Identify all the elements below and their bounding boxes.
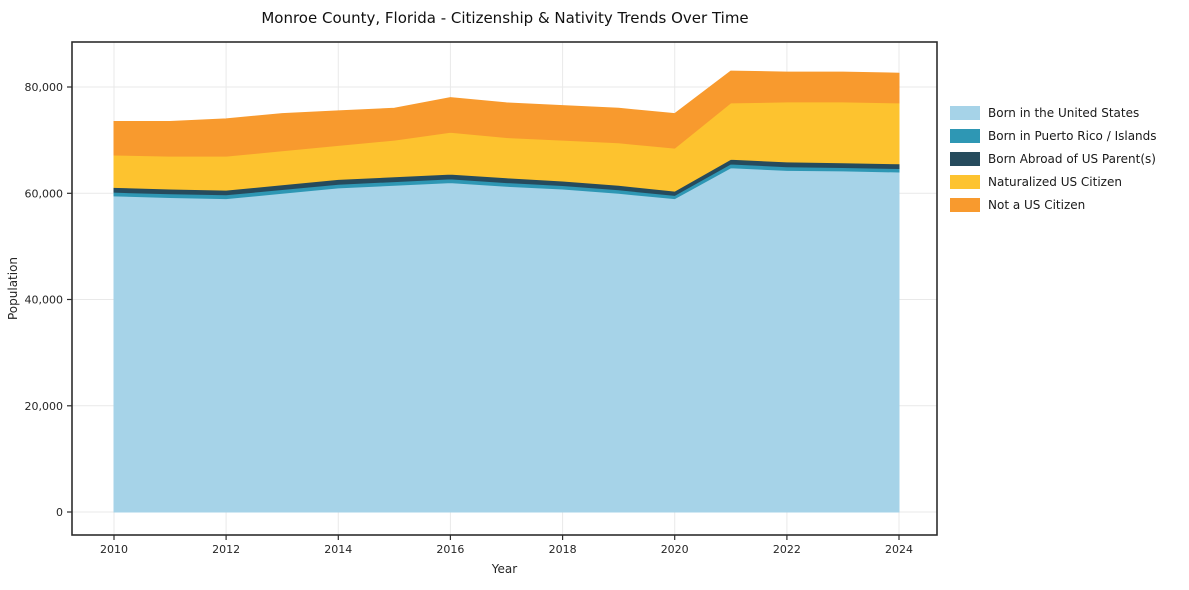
y-tick-label: 60,000	[25, 187, 64, 200]
x-tick-label: 2018	[549, 543, 577, 556]
legend-item: Born in Puerto Rico / Islands	[950, 129, 1157, 143]
legend-swatch-born-pr	[950, 129, 980, 143]
legend: Born in the United States Born in Puerto…	[950, 106, 1157, 212]
x-tick-label: 2012	[212, 543, 240, 556]
x-tick-label: 2010	[100, 543, 128, 556]
y-tick-label: 20,000	[25, 400, 64, 413]
legend-item: Born in the United States	[950, 106, 1157, 120]
legend-label: Born in the United States	[988, 106, 1140, 120]
legend-label: Born Abroad of US Parent(s)	[988, 152, 1156, 166]
y-axis-label: Population	[6, 257, 20, 320]
legend-item: Not a US Citizen	[950, 198, 1157, 212]
x-tick-label: 2014	[324, 543, 352, 556]
x-axis-label: Year	[491, 562, 517, 576]
legend-label: Not a US Citizen	[988, 198, 1086, 212]
legend-item: Naturalized US Citizen	[950, 175, 1157, 189]
y-tick-label: 0	[56, 506, 63, 519]
legend-label: Naturalized US Citizen	[988, 175, 1122, 189]
chart-title: Monroe County, Florida - Citizenship & N…	[261, 9, 749, 27]
x-tick-label: 2016	[436, 543, 464, 556]
area-series-0	[113, 167, 900, 513]
legend-label: Born in Puerto Rico / Islands	[988, 129, 1157, 143]
plot-frame	[71, 41, 938, 536]
y-tick-label: 40,000	[25, 294, 64, 307]
legend-item: Born Abroad of US Parent(s)	[950, 152, 1157, 166]
x-tick-label: 2024	[885, 543, 913, 556]
legend-swatch-not-citizen	[950, 198, 980, 212]
legend-swatch-born-us	[950, 106, 980, 120]
tick-marks	[67, 86, 900, 540]
y-tick-label: 80,000	[25, 81, 64, 94]
area-series-4	[113, 70, 900, 157]
x-tick-label: 2020	[661, 543, 689, 556]
legend-swatch-born-abroad	[950, 152, 980, 166]
x-tick-label: 2022	[773, 543, 801, 556]
legend-swatch-naturalized	[950, 175, 980, 189]
